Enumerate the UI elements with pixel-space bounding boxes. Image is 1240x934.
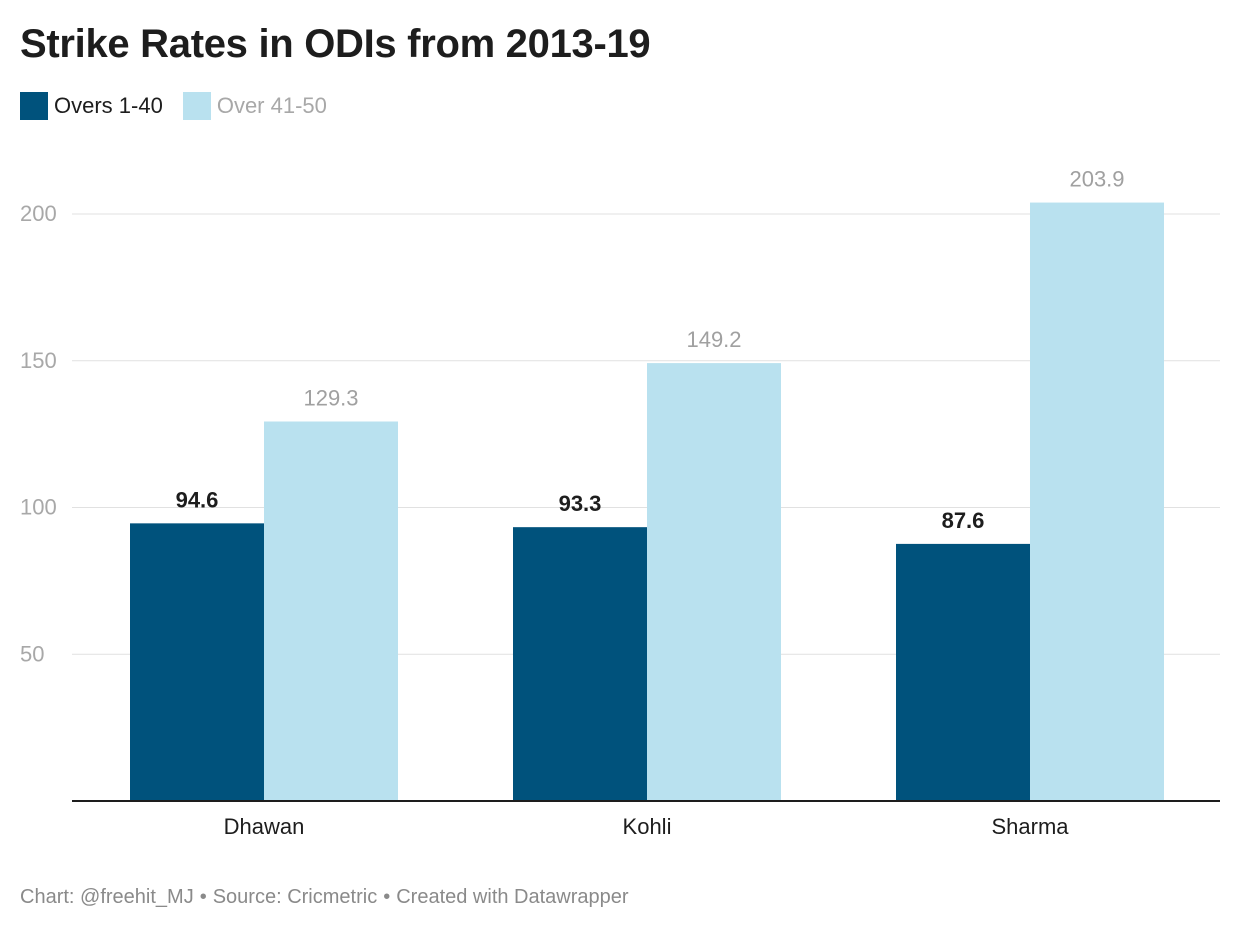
- legend-swatch-over-41-50: [182, 92, 211, 120]
- bar: [264, 421, 398, 801]
- legend-swatch-overs-1-40: [20, 92, 48, 120]
- legend-item-over-41-50: Over 41-50: [182, 92, 327, 120]
- x-tick-label: Sharma: [991, 814, 1069, 839]
- bar: [647, 363, 781, 801]
- y-tick-label: 200: [20, 201, 57, 226]
- data-label: 129.3: [303, 386, 358, 411]
- chart-footer: Chart: @freehit_MJ • Source: Cricmetric • Cr…: [20, 886, 629, 909]
- bar: [1030, 202, 1164, 802]
- data-label: 203.9: [1069, 167, 1124, 192]
- y-tick-label: 150: [20, 348, 57, 373]
- chart-legend: Overs 1-40 Over 41-50: [20, 92, 347, 120]
- bar: [130, 523, 264, 801]
- legend-label-overs-1-40: Overs 1-40: [54, 93, 163, 118]
- chart-created-with: Created with Datawrapper: [396, 886, 629, 908]
- legend-label-over-41-50: Over 41-50: [216, 93, 327, 118]
- data-label: 94.6: [176, 487, 219, 512]
- footer-separator: •: [383, 886, 391, 908]
- chart-title: Strike Rates in ODIs from 2013-19: [20, 22, 651, 66]
- data-label: 87.6: [942, 508, 985, 533]
- y-tick-label: 100: [20, 495, 57, 520]
- data-label: 149.2: [686, 327, 741, 352]
- data-label: 93.3: [559, 491, 602, 516]
- legend-item-overs-1-40: Overs 1-40: [20, 92, 163, 120]
- bar: [513, 527, 647, 801]
- bar: [896, 543, 1030, 801]
- footer-separator: •: [199, 886, 207, 908]
- chart-credit: Chart: @freehit_MJ: [20, 886, 194, 908]
- x-tick-label: Dhawan: [224, 814, 305, 839]
- x-tick-label: Kohli: [623, 814, 672, 839]
- chart-source: Source: Cricmetric: [212, 886, 378, 908]
- y-tick-label: 50: [20, 641, 44, 666]
